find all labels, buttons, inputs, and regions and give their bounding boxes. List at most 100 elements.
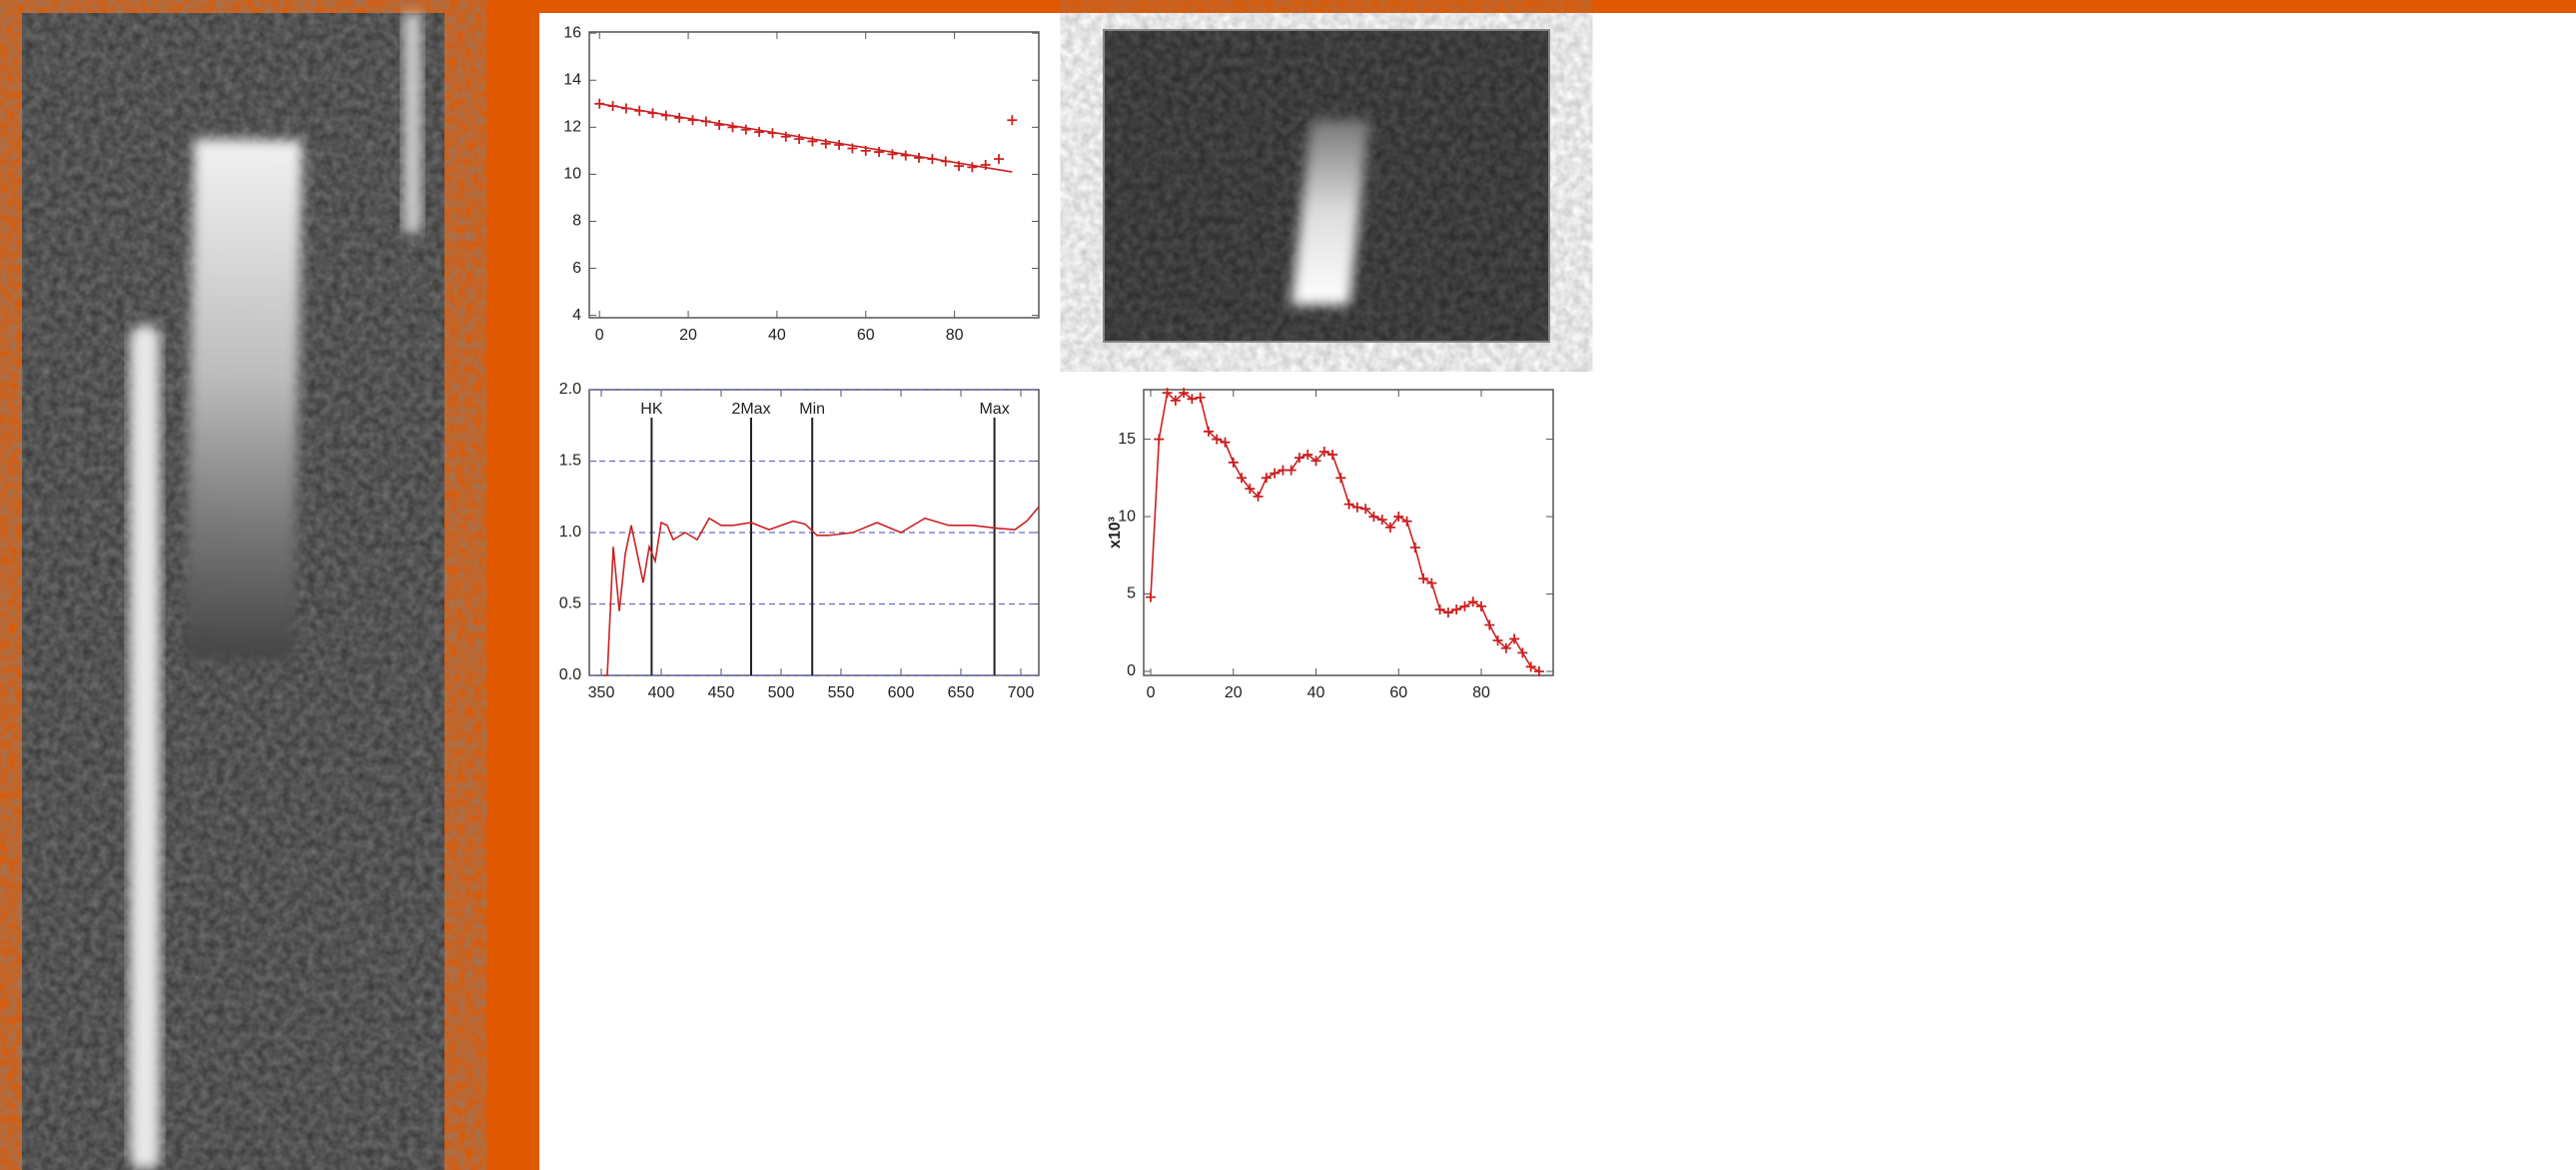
data-point [1368,512,1379,523]
y-tick-label: 6 [572,260,581,277]
data-point [994,154,1005,165]
data-point [1286,465,1296,476]
data-point [1418,574,1429,585]
data-point [1220,437,1231,448]
data-point [780,131,791,142]
x-tick-label: 80 [1472,684,1490,701]
y-tick-label: 1.5 [559,453,581,470]
data-point [1533,665,1544,676]
data-point [1351,502,1362,513]
data-point [1261,473,1272,484]
data-point [1343,499,1354,510]
y-axis-label: x10³ [1107,517,1124,549]
data-point [1517,647,1528,658]
data-point [1327,450,1338,461]
x-tick-label: 40 [768,327,786,344]
y-tick-label: 0 [1127,662,1136,679]
data-point [1409,543,1420,554]
marker-label: Max [979,401,1009,418]
projection-image [1103,29,1550,343]
data-point [874,147,885,158]
data-point [1162,388,1173,399]
data-point [1170,395,1181,406]
data-point [740,124,751,135]
data-point [1212,434,1223,445]
panel [539,13,2576,1170]
chart: 4 6 8 10 12 14 16 0 20 40 60 80 [563,24,1040,344]
x-tick-label: 0 [1147,684,1156,701]
data-point [1253,491,1264,502]
data-point [967,162,978,173]
y-tick-label: 14 [563,71,581,88]
y-tick-label: 5 [1127,585,1136,602]
data-point [1245,484,1256,495]
data-point [1384,522,1395,533]
x-tick-label: 650 [948,684,975,701]
y-tick-label: 0.0 [559,666,581,683]
data-point [1203,426,1214,437]
data-point [1509,633,1520,644]
data-point [1146,591,1157,602]
data-point [887,149,898,160]
data-point [1270,468,1281,479]
data-point [1434,604,1445,614]
data-point [1467,596,1478,607]
data-point [1484,619,1495,630]
data-point [1228,457,1239,468]
data-point [1476,600,1487,611]
marker-label: HK [640,401,663,418]
y-tick-label: 2.0 [559,381,581,398]
data-point [1335,473,1346,484]
data-point [1237,473,1248,484]
x-tick-label: 20 [1225,684,1243,701]
plot-frame [1143,389,1554,676]
data-point [714,119,725,130]
data-point [807,136,818,147]
y-tick-label: 16 [563,24,581,41]
y-tick-label: 4 [572,307,581,324]
y-tick-label: 12 [563,119,581,136]
x-tick-label: 450 [708,684,735,701]
data-point [1310,456,1321,467]
y-tick-label: 15 [1118,431,1136,448]
data-point [1293,453,1304,464]
data-point [1525,661,1536,672]
data-point [1500,642,1511,653]
data-point [1195,392,1206,403]
data-point [1426,578,1437,588]
x-tick-label: 700 [1008,684,1035,701]
y-tick-label: 8 [572,213,581,230]
data-point [794,134,805,145]
x-tick-label: 80 [946,327,964,344]
data-point [1459,600,1470,611]
data-point [1442,607,1453,618]
x-tick-label: 60 [1389,684,1407,701]
data-point [1187,394,1198,405]
data-point [754,127,765,138]
x-tick-label: 550 [828,684,855,701]
x-tick-label: 60 [857,327,875,344]
x-tick-label: 40 [1307,684,1325,701]
data-point [1007,115,1018,126]
chart: 0 5 10 15 0 20 40 60 80 x10³ [1107,388,1554,701]
data-point [1302,450,1313,461]
data-point [1492,634,1503,645]
x-tick-label: 20 [679,327,697,344]
data-point [834,139,845,150]
plot-frame [588,31,1040,319]
y-tick-label: 0.5 [559,595,581,612]
x-tick-label: 600 [888,684,915,701]
x-tick-label: 0 [595,327,604,344]
data-point [1393,512,1404,523]
y-tick-label: 1.0 [559,524,581,541]
x-tick-label: 500 [768,684,795,701]
marker-label: Min [799,401,825,418]
data-point [1154,434,1165,445]
x-tick-label: 350 [588,684,615,701]
y-tick-label: 10 [563,166,581,183]
data-point [727,122,738,133]
series-line [603,506,1040,676]
x-tick-label: 400 [648,684,675,701]
